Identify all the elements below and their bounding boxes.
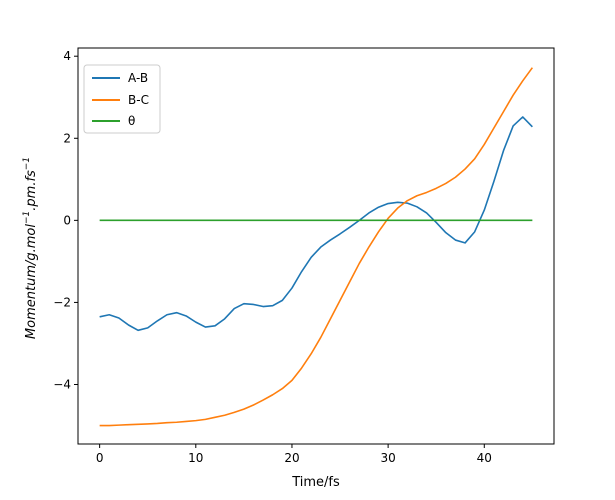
x-tick-label: 10 xyxy=(188,451,203,465)
legend-label-a-b: A-B xyxy=(128,71,148,85)
x-tick-label: 30 xyxy=(380,451,395,465)
y-tick-label: −4 xyxy=(53,377,71,391)
y-axis-label-mid: .pm.fs xyxy=(24,170,39,211)
y-tick-label: 4 xyxy=(63,49,71,63)
y-tick-label: −2 xyxy=(53,295,71,309)
plot-frame xyxy=(77,47,555,445)
legend-label-b-c: B-C xyxy=(128,93,149,107)
x-axis-label: Time/fs xyxy=(291,475,340,490)
y-axis-label-exp1: −1 xyxy=(22,211,32,224)
x-axis: 0 10 20 30 40 xyxy=(96,444,492,465)
y-axis: −4 −2 0 2 4 xyxy=(53,49,78,391)
legend: A-B B-C θ xyxy=(83,64,161,134)
x-tick-label: 20 xyxy=(284,451,299,465)
x-tick-label: 40 xyxy=(477,451,492,465)
series-line-b-c xyxy=(99,67,534,427)
y-axis-label: Momentum/g.mol−1.pm.fs−1 xyxy=(22,157,39,339)
legend-label-theta: θ xyxy=(128,114,135,128)
y-axis-label-exp2: −1 xyxy=(22,157,32,170)
legend-box xyxy=(83,64,161,134)
plot-area xyxy=(99,67,534,427)
series-line-a-b xyxy=(99,116,533,332)
x-tick-label: 0 xyxy=(96,451,104,465)
y-tick-label: 2 xyxy=(63,131,71,145)
y-axis-label-main: Momentum/g.mol xyxy=(24,224,39,339)
y-tick-label: 0 xyxy=(63,213,71,227)
